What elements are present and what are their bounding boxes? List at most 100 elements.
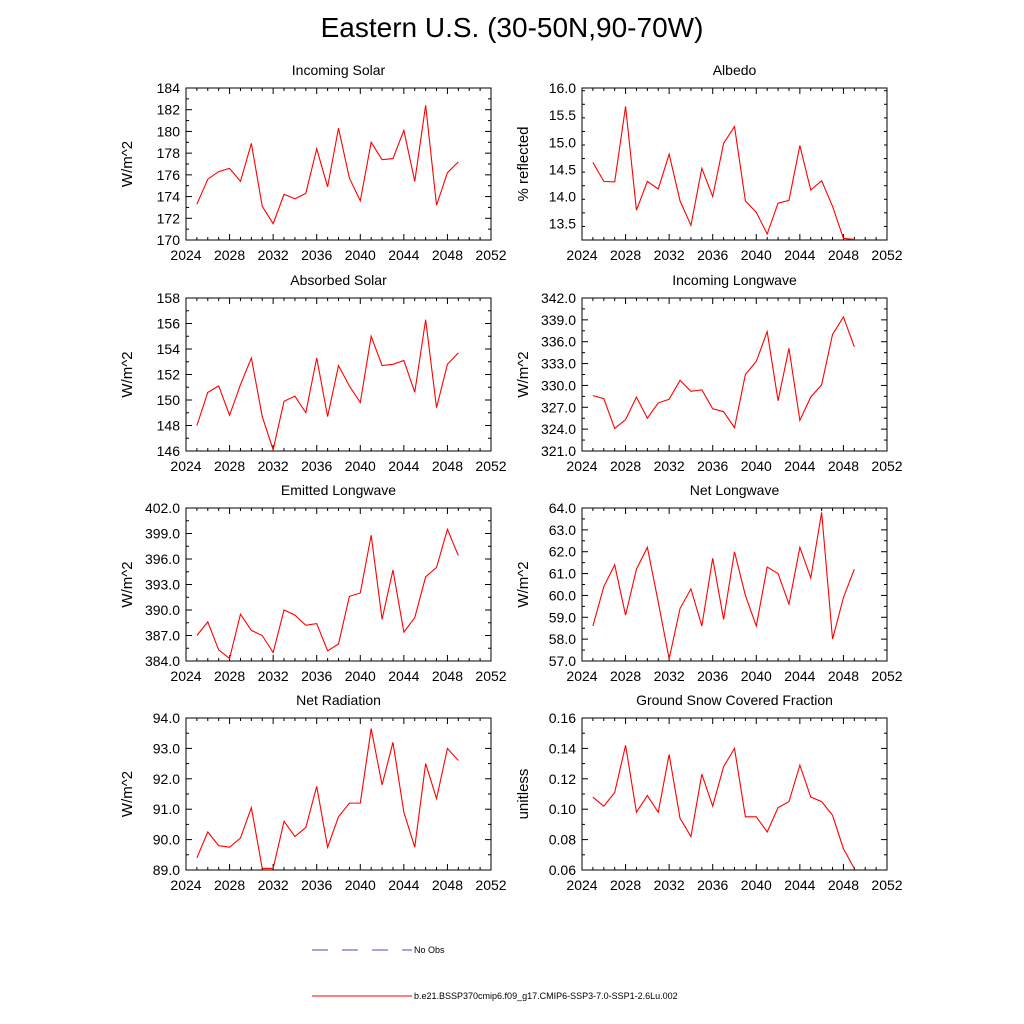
series-line (196, 105, 459, 225)
series-line (592, 745, 855, 869)
y-tick-label: 174 (157, 189, 181, 205)
y-tick-label: 321.0 (541, 443, 576, 459)
x-tick-label: 2052 (475, 668, 506, 684)
y-tick-label: 172 (157, 210, 181, 226)
y-tick-label: 178 (157, 145, 181, 161)
x-tick-label: 2028 (610, 458, 641, 474)
chart-panel-2: 2024 2028 2032 2036 2040 2044 2048 2052 13.5 14.0… (515, 62, 903, 263)
plot-frame (185, 717, 492, 871)
y-axis-label: % reflected (515, 126, 532, 201)
y-tick-label: 182 (157, 102, 181, 118)
y-axis-label: W/m^2 (515, 351, 532, 397)
y-tick-label: 184 (157, 80, 181, 96)
x-tick-label: 2032 (258, 877, 289, 893)
x-tick-label: 2044 (388, 458, 419, 474)
y-axis-label: W/m^2 (119, 141, 136, 187)
y-axis-label: W/m^2 (119, 351, 136, 397)
y-tick-label: 0.14 (549, 740, 576, 756)
y-tick-label: 91.0 (153, 801, 180, 817)
x-tick-label: 2032 (654, 247, 685, 263)
y-tick-label: 327.0 (541, 399, 576, 415)
x-tick-label: 2040 (741, 458, 772, 474)
x-tick-label: 2028 (214, 877, 245, 893)
x-tick-label: 2044 (784, 668, 815, 684)
x-tick-label: 2048 (432, 247, 463, 263)
y-tick-label: 0.06 (549, 862, 576, 878)
y-tick-label: 148 (157, 418, 181, 434)
y-tick-label: 15.5 (549, 107, 576, 123)
x-tick-label: 2048 (828, 668, 859, 684)
y-tick-label: 57.0 (549, 653, 576, 669)
y-tick-label: 150 (157, 392, 181, 408)
x-tick-label: 2044 (388, 668, 419, 684)
panel-title: Net Radiation (296, 692, 381, 708)
x-tick-label: 2040 (345, 668, 376, 684)
x-tick-label: 2044 (784, 247, 815, 263)
y-tick-label: 402.0 (145, 500, 180, 516)
y-tick-label: 330.0 (541, 377, 576, 393)
panel-title: Incoming Longwave (672, 272, 797, 288)
x-tick-label: 2024 (170, 247, 201, 263)
y-tick-label: 0.12 (549, 771, 576, 787)
y-tick-label: 14.5 (549, 161, 576, 177)
y-tick-label: 324.0 (541, 421, 576, 437)
x-tick-label: 2024 (170, 668, 201, 684)
x-tick-label: 2036 (301, 877, 332, 893)
x-tick-label: 2048 (828, 877, 859, 893)
y-axis-label: W/m^2 (119, 771, 136, 817)
x-tick-label: 2024 (170, 458, 201, 474)
y-tick-label: 399.0 (145, 526, 180, 542)
y-tick-label: 176 (157, 167, 181, 183)
y-tick-label: 60.0 (549, 587, 576, 603)
x-tick-label: 2032 (654, 458, 685, 474)
y-tick-label: 387.0 (145, 628, 180, 644)
x-tick-label: 2028 (610, 877, 641, 893)
x-tick-label: 2036 (301, 247, 332, 263)
x-tick-label: 2036 (697, 877, 728, 893)
y-tick-label: 180 (157, 123, 181, 139)
x-tick-label: 2048 (432, 877, 463, 893)
x-tick-label: 2024 (170, 877, 201, 893)
x-tick-label: 2044 (388, 877, 419, 893)
panel-title: Albedo (713, 62, 757, 78)
y-tick-label: 59.0 (549, 609, 576, 625)
y-tick-label: 170 (157, 232, 181, 248)
y-tick-label: 333.0 (541, 356, 576, 372)
series-line (592, 512, 855, 659)
x-tick-label: 2028 (214, 458, 245, 474)
y-tick-label: 384.0 (145, 653, 180, 669)
x-tick-label: 2036 (697, 458, 728, 474)
x-tick-label: 2032 (654, 877, 685, 893)
y-tick-label: 156 (157, 316, 181, 332)
x-tick-label: 2024 (566, 458, 597, 474)
x-tick-label: 2036 (697, 247, 728, 263)
x-tick-label: 2032 (654, 668, 685, 684)
y-tick-label: 146 (157, 443, 181, 459)
x-tick-label: 2024 (566, 247, 597, 263)
y-tick-label: 16.0 (549, 80, 576, 96)
y-axis-label: W/m^2 (515, 561, 532, 607)
chart-panel-4: 2024 2028 2032 2036 2040 2044 2048 2052 321.0 324… (515, 272, 903, 474)
y-tick-label: 342.0 (541, 290, 576, 306)
series-line (196, 319, 459, 451)
x-tick-label: 2028 (214, 668, 245, 684)
x-tick-label: 2052 (475, 247, 506, 263)
chart-panel-1: 2024 2028 2032 2036 2040 2044 2048 2052 170 172 17… (119, 62, 507, 263)
x-tick-label: 2028 (610, 668, 641, 684)
plot-frame (581, 87, 888, 241)
chart-panel-8: 2024 2028 2032 2036 2040 2044 2048 2052 0.06 0.08… (515, 692, 903, 893)
chart-panel-7: 2024 2028 2032 2036 2040 2044 2048 2052 89.0 90.0… (119, 692, 507, 893)
x-tick-label: 2036 (301, 668, 332, 684)
x-tick-label: 2036 (301, 458, 332, 474)
y-axis-label: unitless (515, 769, 532, 820)
y-tick-label: 94.0 (153, 710, 180, 726)
panel-title: Ground Snow Covered Fraction (636, 692, 833, 708)
panel-title: Net Longwave (690, 482, 780, 498)
y-tick-label: 63.0 (549, 522, 576, 538)
y-tick-label: 61.0 (549, 566, 576, 582)
plot-frame (185, 507, 492, 662)
x-tick-label: 2028 (610, 247, 641, 263)
y-tick-label: 62.0 (549, 544, 576, 560)
series-line (196, 527, 459, 660)
